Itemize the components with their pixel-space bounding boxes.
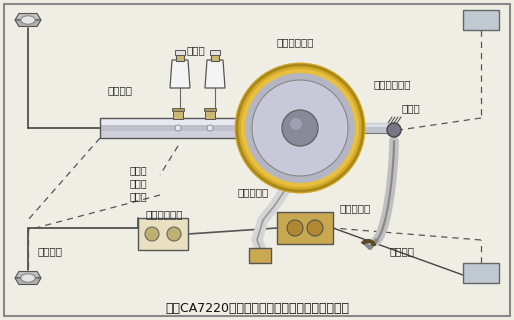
Text: 左后轮缸: 左后轮缸 (390, 246, 415, 256)
Polygon shape (15, 20, 41, 27)
Bar (211, 54, 219, 61)
Circle shape (207, 125, 213, 131)
Circle shape (244, 72, 356, 184)
Polygon shape (170, 60, 190, 88)
Bar (175, 50, 186, 55)
Circle shape (307, 220, 323, 236)
Bar (362, 123, 394, 133)
Text: 控制阀: 控制阀 (402, 103, 421, 113)
Bar (100, 125, 238, 131)
Text: 制动信
号灯液
压开关: 制动信 号灯液 压开关 (130, 165, 148, 201)
Bar (204, 108, 216, 111)
Bar (249, 248, 271, 263)
Text: 真空伺服气室: 真空伺服气室 (276, 37, 314, 47)
Bar (362, 123, 394, 127)
Bar (138, 218, 188, 250)
Bar (205, 110, 215, 119)
Circle shape (252, 80, 348, 176)
Ellipse shape (21, 16, 35, 24)
Circle shape (167, 227, 181, 241)
Polygon shape (15, 271, 41, 278)
Bar (176, 54, 184, 61)
Text: 左前轮缸: 左前轮缸 (38, 246, 63, 256)
Circle shape (387, 123, 401, 137)
Circle shape (282, 110, 318, 146)
Bar (277, 212, 333, 244)
Bar (172, 108, 184, 111)
Text: 真空供能管路: 真空供能管路 (145, 209, 182, 219)
Text: 制动主缸: 制动主缸 (107, 85, 132, 95)
Polygon shape (15, 13, 41, 20)
Text: 真空单向阀: 真空单向阀 (237, 187, 268, 197)
Bar (100, 118, 238, 138)
Circle shape (287, 220, 303, 236)
Bar (100, 118, 238, 125)
Text: 红旗CA7220型轿车真空助力伺服制动系统示意图: 红旗CA7220型轿车真空助力伺服制动系统示意图 (165, 301, 349, 315)
Circle shape (238, 66, 362, 190)
Text: 感载比例阀: 感载比例阀 (340, 203, 371, 213)
Polygon shape (15, 278, 41, 284)
Bar (463, 263, 499, 283)
Bar (463, 10, 499, 30)
Text: 制动踏板机构: 制动踏板机构 (374, 79, 412, 89)
Text: 储液罐: 储液罐 (187, 45, 206, 55)
Bar (100, 131, 238, 138)
Circle shape (145, 227, 159, 241)
Circle shape (290, 118, 302, 130)
Circle shape (175, 125, 181, 131)
Bar (173, 110, 183, 119)
Ellipse shape (21, 274, 35, 282)
Bar (210, 50, 221, 55)
Polygon shape (205, 60, 225, 88)
